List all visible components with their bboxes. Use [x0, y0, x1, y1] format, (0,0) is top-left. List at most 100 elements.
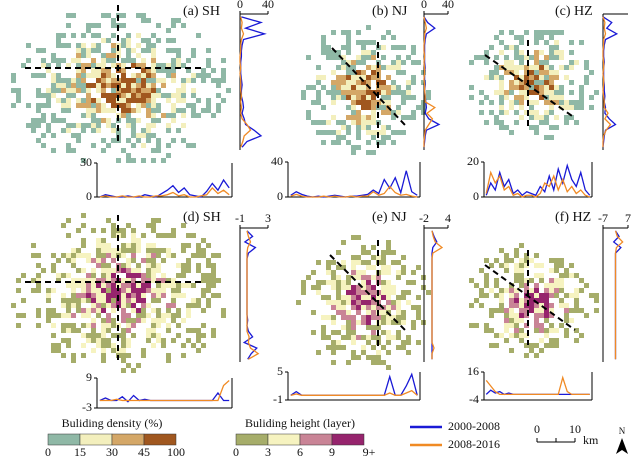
map-cell [51, 343, 56, 348]
map-cell [131, 128, 136, 133]
map-cell [111, 98, 116, 103]
map-cell [311, 285, 316, 290]
map-cell [141, 273, 146, 278]
map-cell [351, 340, 356, 345]
map-cell [166, 28, 171, 33]
map-cell [381, 45, 386, 50]
map-cell [101, 88, 106, 93]
map-cell [406, 55, 411, 60]
map-cell [416, 305, 421, 310]
map-cell [549, 323, 554, 328]
map-cell [101, 93, 106, 98]
map-cell [71, 148, 76, 153]
map-cell [151, 333, 156, 338]
map-cell [346, 95, 351, 100]
map-cell [331, 95, 336, 100]
map-cell [121, 113, 126, 118]
map-cell [121, 333, 126, 338]
map-cell [66, 218, 71, 223]
map-cell [504, 328, 509, 333]
map-cell [121, 353, 126, 358]
map-cell [574, 60, 579, 65]
profile-line [612, 230, 622, 360]
map-cell [146, 138, 151, 143]
map-cell [366, 65, 371, 70]
map-cell [11, 303, 16, 308]
map-cell [376, 360, 381, 365]
map-cell [346, 330, 351, 335]
map-cell [504, 263, 509, 268]
map-cell [36, 263, 41, 268]
map-cell [156, 118, 161, 123]
map-cell [396, 70, 401, 75]
map-cell [196, 298, 201, 303]
map-cell [66, 78, 71, 83]
map-cell [396, 295, 401, 300]
map-cell [544, 328, 549, 333]
map-cell [411, 320, 416, 325]
map-cell [574, 303, 579, 308]
map-cell [36, 138, 41, 143]
map-cell [76, 268, 81, 273]
map-cell [211, 263, 216, 268]
map-cell [356, 125, 361, 130]
map-cell [411, 280, 416, 285]
map-cell [331, 340, 336, 345]
map-cell [386, 95, 391, 100]
map-cell [151, 328, 156, 333]
map-cell [406, 90, 411, 95]
map-cell [156, 323, 161, 328]
north-arrow [616, 438, 628, 454]
map-cell [91, 303, 96, 308]
map-cell [106, 73, 111, 78]
profile-line [290, 389, 418, 396]
map-cell [66, 108, 71, 113]
map-cell [514, 268, 519, 273]
map-cell [106, 78, 111, 83]
map-cell [381, 250, 386, 255]
map-cell [71, 353, 76, 358]
map-cell [181, 23, 186, 28]
map-cell [201, 288, 206, 293]
transect [331, 47, 406, 126]
map-cell [66, 308, 71, 313]
map-cell [46, 68, 51, 73]
colorbar-label: 45 [138, 445, 150, 459]
map-cell [484, 258, 489, 263]
map-cell [21, 298, 26, 303]
map-cell [514, 65, 519, 70]
map-cell [326, 55, 331, 60]
map-cell [56, 83, 61, 88]
map-cell [91, 323, 96, 328]
map-cell [386, 270, 391, 275]
map-cell [396, 130, 401, 135]
map-cell [549, 343, 554, 348]
map-cell [151, 53, 156, 58]
map-cell [391, 130, 396, 135]
map-cell [559, 50, 564, 55]
map-cell [386, 295, 391, 300]
map-cell [136, 288, 141, 293]
map-cell [366, 340, 371, 345]
map-cell [341, 265, 346, 270]
map-cell [36, 278, 41, 283]
map-cell [371, 335, 376, 340]
map-cell [361, 95, 366, 100]
map-cell [206, 98, 211, 103]
map-cell [386, 340, 391, 345]
map-cell [136, 88, 141, 93]
map-cell [111, 268, 116, 273]
map-cell [321, 335, 326, 340]
map-cell [86, 338, 91, 343]
map-cell [351, 235, 356, 240]
map-cell [391, 320, 396, 325]
map-cell [181, 353, 186, 358]
map-cell [66, 128, 71, 133]
map-cell [146, 328, 151, 333]
map-cell [136, 118, 141, 123]
map-cell [391, 80, 396, 85]
map-cell [589, 293, 594, 298]
map-cell [81, 298, 86, 303]
map-cell [366, 75, 371, 80]
colorbar-label: 9+ [363, 445, 376, 459]
